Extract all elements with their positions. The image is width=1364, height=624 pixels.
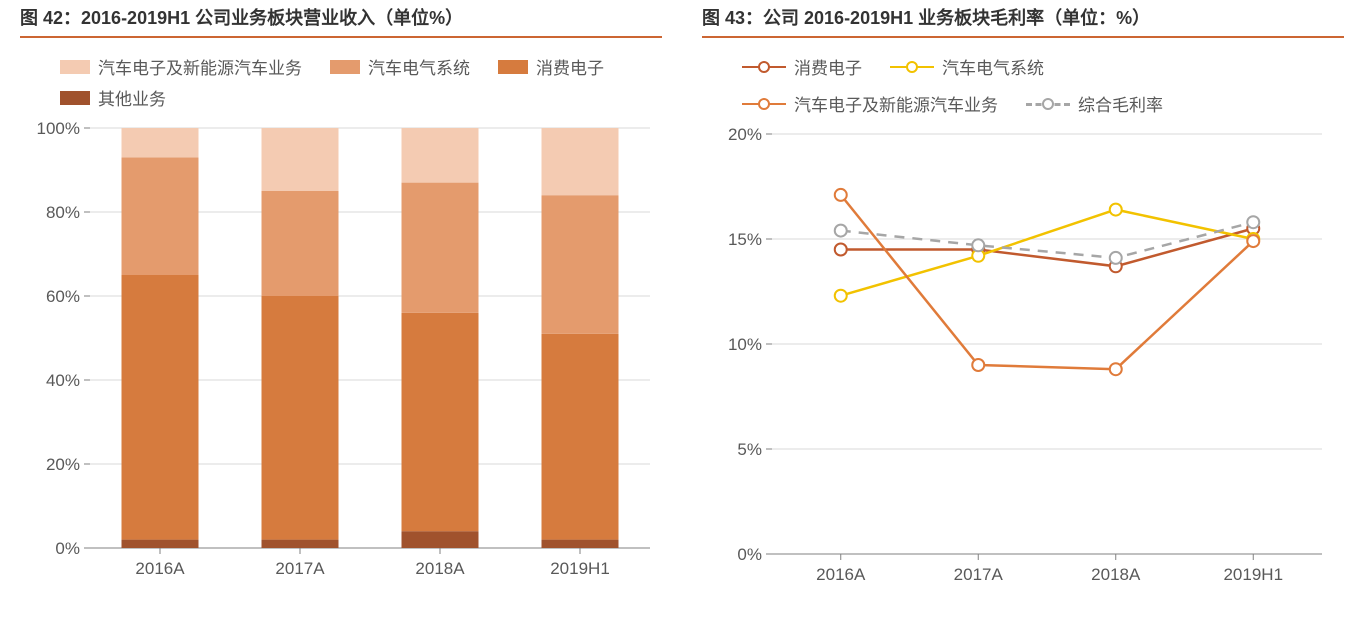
legend-item: 汽车电气系统	[330, 54, 470, 79]
legend-item: 其他业务	[60, 85, 166, 110]
svg-text:15%: 15%	[728, 230, 762, 249]
legend-item: 综合毛利率	[1026, 91, 1163, 116]
swatch-icon	[330, 60, 360, 74]
legend-label: 汽车电气系统	[368, 54, 470, 79]
svg-text:2016A: 2016A	[135, 559, 185, 578]
line-swatch-icon	[742, 97, 786, 111]
line-swatch-icon	[742, 60, 786, 74]
legend-label: 消费电子	[794, 54, 862, 79]
legend-label: 其他业务	[98, 85, 166, 110]
charts-container: 图 42：2016-2019H1 公司业务板块营业收入（单位%） 汽车电子及新能…	[0, 0, 1364, 624]
legend-label: 消费电子	[536, 54, 604, 79]
svg-text:20%: 20%	[728, 125, 762, 144]
svg-text:40%: 40%	[46, 371, 80, 390]
right-legend: 消费电子 汽车电气系统 汽车电子及新能源汽车业务	[702, 46, 1344, 124]
svg-text:2018A: 2018A	[415, 559, 465, 578]
stacked-bar-chart: 0% 20% 40% 60% 80% 100% 2016A 2017A 2018A 2019H1	[20, 118, 660, 588]
swatch-icon	[60, 91, 90, 105]
swatch-icon	[498, 60, 528, 74]
svg-text:2017A: 2017A	[275, 559, 325, 578]
left-chart-area: 0% 20% 40% 60% 80% 100% 2016A 2017A 2018A 2019H1	[20, 118, 662, 604]
right-panel: 图 43：公司 2016-2019H1 业务板块毛利率（单位：%） 消费电子 汽…	[682, 0, 1364, 624]
legend-item: 汽车电子及新能源汽车业务	[60, 54, 302, 79]
svg-text:80%: 80%	[46, 203, 80, 222]
legend-label: 汽车电气系统	[942, 54, 1044, 79]
swatch-icon	[60, 60, 90, 74]
left-panel: 图 42：2016-2019H1 公司业务板块营业收入（单位%） 汽车电子及新能…	[0, 0, 682, 624]
svg-text:2019H1: 2019H1	[1223, 565, 1283, 584]
legend-label: 汽车电子及新能源汽车业务	[794, 91, 998, 116]
right-chart-area: 0% 5% 10% 15% 20% 2016A 2017A 2018A 2019H1	[702, 124, 1344, 604]
left-legend: 汽车电子及新能源汽车业务 汽车电气系统 消费电子 其他业务	[20, 46, 662, 118]
svg-text:2019H1: 2019H1	[550, 559, 610, 578]
svg-text:60%: 60%	[46, 287, 80, 306]
line-chart: 0% 5% 10% 15% 20% 2016A 2017A 2018A 2019H1	[702, 124, 1342, 594]
svg-text:20%: 20%	[46, 455, 80, 474]
svg-text:0%: 0%	[737, 545, 762, 564]
legend-item: 汽车电子及新能源汽车业务	[742, 91, 998, 116]
svg-text:2018A: 2018A	[1091, 565, 1141, 584]
svg-text:0%: 0%	[55, 539, 80, 558]
svg-text:5%: 5%	[737, 440, 762, 459]
svg-text:100%: 100%	[37, 119, 80, 138]
svg-text:2016A: 2016A	[816, 565, 866, 584]
legend-item: 汽车电气系统	[890, 54, 1044, 79]
svg-text:10%: 10%	[728, 335, 762, 354]
line-swatch-icon	[890, 60, 934, 74]
legend-item: 消费电子	[498, 54, 604, 79]
legend-item: 消费电子	[742, 54, 862, 79]
right-chart-title: 图 43：公司 2016-2019H1 业务板块毛利率（单位：%）	[702, 0, 1344, 38]
line-swatch-icon	[1026, 97, 1070, 111]
svg-text:2017A: 2017A	[954, 565, 1004, 584]
legend-label: 综合毛利率	[1078, 91, 1163, 116]
legend-label: 汽车电子及新能源汽车业务	[98, 54, 302, 79]
left-chart-title: 图 42：2016-2019H1 公司业务板块营业收入（单位%）	[20, 0, 662, 38]
